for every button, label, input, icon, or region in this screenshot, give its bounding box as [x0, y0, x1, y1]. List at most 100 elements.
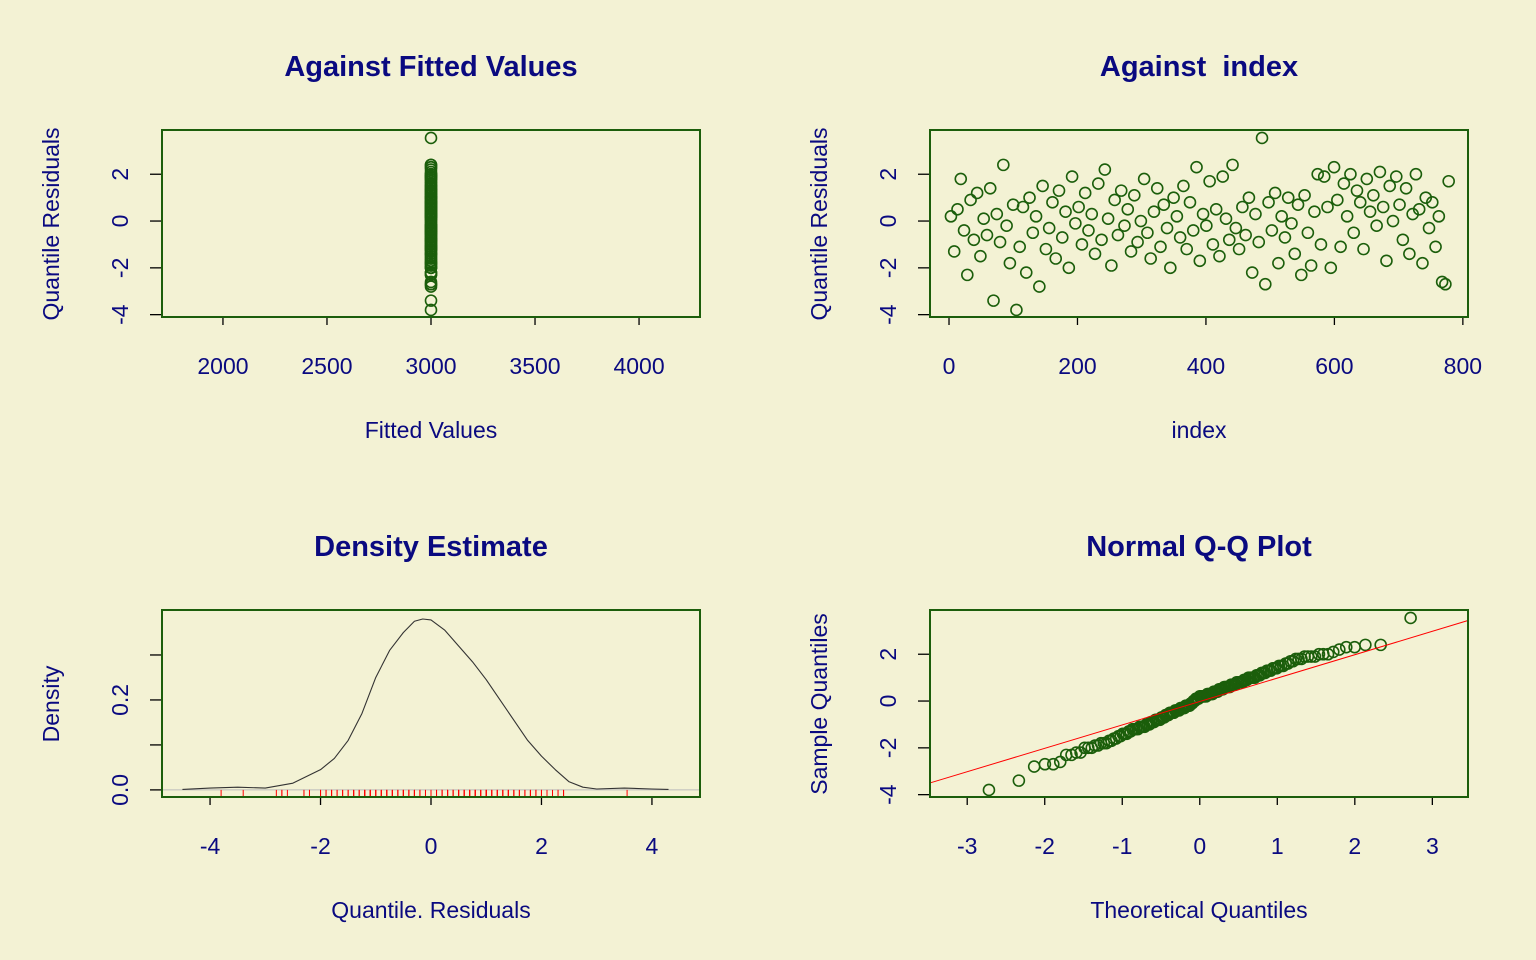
data-point [1072, 200, 1085, 214]
data-point [1222, 233, 1236, 247]
density-curve [182, 618, 669, 790]
x-axis-label: Fitted Values [365, 417, 498, 443]
data-point [1154, 240, 1167, 254]
data-point [1239, 228, 1252, 242]
data-point [1167, 191, 1180, 204]
data-point [1046, 757, 1060, 771]
data-point [1134, 214, 1148, 228]
data-point [1111, 228, 1125, 242]
x-tick-label: -3 [957, 833, 977, 859]
data-point [1324, 261, 1338, 275]
x-tick-label: 0 [1193, 833, 1206, 859]
plot-frame [929, 129, 1469, 318]
data-point [424, 240, 438, 254]
data-point [1314, 238, 1328, 251]
data-point [944, 210, 958, 223]
data-point [1055, 231, 1069, 244]
y-tick-label: 0 [107, 215, 133, 228]
data-point [1049, 252, 1063, 265]
data-point [1033, 280, 1046, 293]
x-tick-label: -1 [1112, 833, 1132, 859]
x-tick-label: 3 [1426, 833, 1439, 859]
x-tick-label: 0 [425, 833, 438, 859]
data-point [1219, 212, 1233, 226]
data-point [1105, 259, 1118, 272]
x-tick-label: 2 [1348, 833, 1361, 859]
panel-against-fitted: Against Fitted Values Fitted Values Quan… [38, 51, 701, 443]
plot-frame [161, 129, 701, 318]
data-point [1141, 226, 1154, 240]
data-point [1131, 235, 1144, 249]
x-axis-label: Quantile. Residuals [331, 897, 530, 923]
data-point [1232, 242, 1246, 256]
data-point [1262, 196, 1275, 209]
data-point [1124, 245, 1138, 258]
y-tick-label: -2 [875, 738, 901, 758]
data-point [1128, 188, 1141, 202]
data-point [1108, 193, 1121, 207]
data-point [1258, 277, 1272, 291]
data-point [1425, 196, 1439, 209]
data-point [1435, 275, 1449, 289]
data-point [974, 249, 987, 263]
data-point [983, 181, 997, 195]
data-point [1312, 647, 1326, 661]
x-tick-label: 4000 [613, 353, 664, 379]
data-point [1157, 198, 1171, 211]
x-tick-label: 3000 [405, 353, 456, 379]
y-tick-label: 2 [107, 168, 133, 181]
data-point [951, 203, 964, 216]
data-point [1321, 200, 1334, 214]
data-point [954, 172, 968, 186]
y-axis-label: Quantile Residuals [806, 127, 832, 320]
data-point [1137, 172, 1151, 186]
data-point [1288, 247, 1302, 261]
data-point [1304, 259, 1318, 272]
data-point [1370, 219, 1383, 233]
x-tick-label: 200 [1058, 353, 1096, 379]
data-point [1029, 210, 1043, 223]
data-point [980, 228, 994, 242]
data-point [1337, 177, 1351, 190]
data-point [1363, 205, 1377, 218]
data-point [1432, 210, 1446, 223]
panel-normal-qq: Normal Q-Q Plot Theoretical Quantiles Sa… [806, 531, 1469, 923]
data-point [424, 181, 438, 195]
data-point [1147, 205, 1161, 218]
data-point [1386, 214, 1400, 228]
data-point [1164, 261, 1177, 275]
x-tick-label: -2 [310, 833, 330, 859]
data-point [1173, 231, 1187, 244]
data-point [1016, 200, 1030, 214]
data-point [1203, 174, 1216, 188]
data-point [1380, 254, 1393, 268]
data-point [1301, 226, 1315, 240]
data-point [1144, 252, 1157, 265]
data-point [1118, 219, 1131, 233]
data-point [1236, 200, 1249, 214]
data-point [1396, 233, 1410, 247]
data-point [1304, 650, 1318, 663]
y-tick-label: -4 [875, 784, 901, 805]
data-point [1327, 160, 1341, 174]
data-point [424, 277, 438, 291]
data-point [1416, 256, 1429, 270]
data-point [977, 212, 990, 226]
data-point [1339, 640, 1353, 654]
data-point [1121, 203, 1135, 216]
y-tick-label: -4 [107, 304, 133, 325]
data-point [1317, 170, 1331, 183]
x-tick-label: 800 [1444, 353, 1482, 379]
data-point [1160, 221, 1174, 235]
x-tick-label: 2 [535, 833, 548, 859]
data-point [1357, 242, 1370, 256]
data-point [424, 303, 438, 317]
data-point [1344, 167, 1357, 181]
data-point [1331, 193, 1344, 207]
y-tick-label: -4 [875, 304, 901, 325]
data-point [1439, 277, 1452, 291]
data-point [1347, 226, 1361, 240]
x-tick-label: 1 [1271, 833, 1284, 859]
